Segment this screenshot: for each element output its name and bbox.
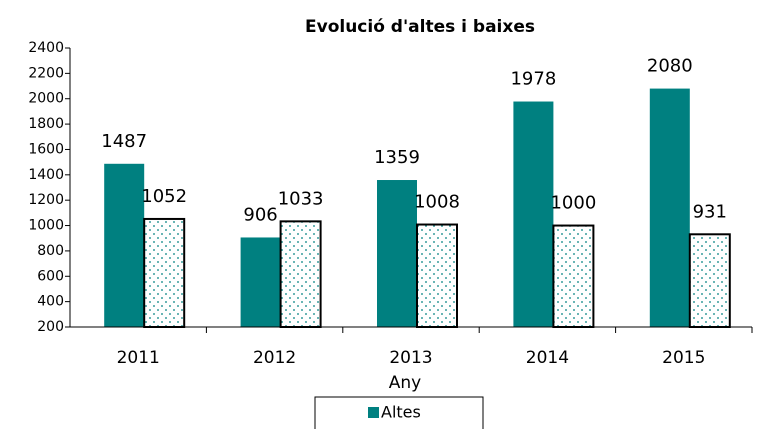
value-label: 1033 xyxy=(278,188,324,209)
value-label: 2080 xyxy=(647,56,693,77)
x-tick-label: 2011 xyxy=(117,348,160,368)
x-tick-label: 2012 xyxy=(253,348,296,368)
bar xyxy=(279,220,322,328)
value-label: 1000 xyxy=(550,193,596,214)
value-label: 931 xyxy=(693,201,727,222)
y-tick-label: 600 xyxy=(37,268,64,284)
value-label: 1978 xyxy=(510,69,556,90)
y-tick-label: 2000 xyxy=(28,91,64,107)
y-tick-label: 200 xyxy=(37,319,64,335)
value-label: 1487 xyxy=(101,131,147,152)
legend-box xyxy=(314,396,484,429)
bar xyxy=(688,233,731,329)
chart-title: Evolució d'altes i baixes xyxy=(305,17,535,37)
x-axis-label: Any xyxy=(389,373,421,393)
bar xyxy=(377,180,417,327)
bar xyxy=(649,88,690,327)
x-tick-label: 2014 xyxy=(526,348,569,368)
bar xyxy=(240,237,281,327)
bar xyxy=(416,223,458,329)
x-tick-label: 2015 xyxy=(662,348,705,368)
value-label: 1052 xyxy=(141,186,187,207)
legend-label: Altes xyxy=(381,403,421,422)
bar xyxy=(104,163,145,327)
bar xyxy=(143,217,186,328)
bar xyxy=(513,101,554,327)
value-label: 1008 xyxy=(414,192,460,213)
x-tick-label: 2013 xyxy=(389,348,432,368)
value-label: 906 xyxy=(243,204,277,225)
value-label: 1359 xyxy=(374,147,420,168)
y-tick-label: 1600 xyxy=(28,141,64,157)
legend-swatch xyxy=(368,407,379,418)
y-tick-label: 400 xyxy=(37,294,64,310)
y-tick-label: 1800 xyxy=(28,116,64,132)
y-tick-label: 1200 xyxy=(28,192,64,208)
y-tick-label: 1000 xyxy=(28,218,64,234)
bar xyxy=(552,224,595,328)
y-tick-label: 1400 xyxy=(28,167,64,183)
y-tick-label: 800 xyxy=(37,243,64,259)
y-tick-label: 2200 xyxy=(28,65,64,81)
y-tick-label: 2400 xyxy=(28,40,64,56)
